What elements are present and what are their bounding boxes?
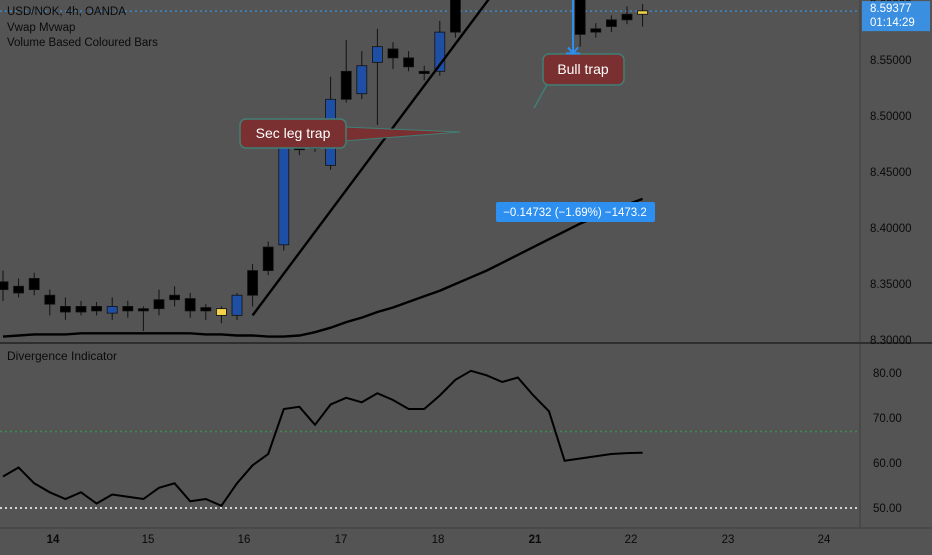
divergence-pane-title[interactable]: Divergence Indicator: [7, 349, 118, 363]
vwap-indicator-legend[interactable]: Vwap Mvwap: [7, 22, 76, 34]
sec-leg-trap-callout[interactable]: [239, 118, 347, 149]
candle-body[interactable]: [449, 0, 461, 33]
candle-body[interactable]: [340, 70, 352, 100]
price-tick-label: 8.45000: [870, 167, 912, 179]
oscillator-tick-label: 80.00: [873, 368, 902, 380]
candle-body[interactable]: [621, 13, 633, 21]
price-tick-label: 8.55000: [870, 55, 912, 67]
time-tick-label: 15: [142, 534, 155, 546]
time-tick-label: 24: [818, 534, 831, 546]
price-tick-label: 8.30000: [870, 335, 912, 347]
candle-body[interactable]: [590, 28, 602, 33]
bull-trap-label: Bull trap: [557, 61, 609, 77]
candle-body[interactable]: [418, 70, 430, 74]
candle-body[interactable]: [606, 19, 617, 27]
sec-leg-trap-label: Sec leg trap: [256, 125, 331, 141]
measure-label: −0.14732 (−1.69%) −1473.2: [503, 207, 647, 219]
measure-label-box[interactable]: [496, 202, 655, 222]
price-tick-label: 8.40000: [870, 223, 912, 235]
candle-body[interactable]: [231, 294, 243, 316]
candle-body[interactable]: [137, 308, 149, 312]
candle-body[interactable]: [637, 10, 648, 15]
time-tick-label: 14: [47, 534, 60, 546]
oscillator-tick-label: 60.00: [873, 458, 902, 470]
sec-leg-trap-pointer: [343, 126, 461, 142]
candle-body[interactable]: [60, 306, 71, 313]
time-tick-label: 18: [432, 534, 445, 546]
candle-body[interactable]: [200, 307, 212, 312]
candle-body[interactable]: [13, 285, 25, 294]
oscillator-tick-label: 70.00: [873, 413, 902, 425]
candle-body[interactable]: [28, 278, 40, 291]
candle-body[interactable]: [169, 294, 181, 301]
symbol-legend[interactable]: USD/NOK, 4h, OANDA: [7, 6, 126, 18]
time-tick-label: 16: [238, 534, 251, 546]
time-tick-label: 21: [529, 534, 542, 546]
candle-body[interactable]: [574, 0, 586, 35]
time-tick-label: 23: [722, 534, 735, 546]
current-price-tag-label: 8.59377: [870, 3, 912, 15]
candles-layer: [0, 0, 648, 332]
candle-body[interactable]: [0, 281, 9, 291]
reference-lines-layer: [0, 10, 860, 12]
time-tick-label: 17: [335, 534, 348, 546]
bull-trap-pointer: [533, 82, 549, 109]
candle-body[interactable]: [387, 48, 399, 59]
candle-body[interactable]: [91, 306, 102, 312]
candle-body[interactable]: [247, 270, 259, 296]
bar-countdown-label: 01:14:29: [870, 17, 915, 29]
candle-body[interactable]: [278, 140, 290, 246]
candle-body[interactable]: [434, 31, 446, 72]
candle-body[interactable]: [106, 306, 118, 314]
drawings-layer: Bull trap Sec leg trap −0.14732 (−1.69%) −…: [239, 0, 655, 317]
price-tick-label: 8.50000: [870, 111, 912, 123]
time-tick-label: 22: [625, 534, 638, 546]
oscillator-layer: [0, 369, 860, 509]
candle-body[interactable]: [122, 306, 134, 312]
axis-labels-layer: 8.900008.850008.800008.750008.700008.650…: [47, 0, 930, 546]
current-price-tag[interactable]: [862, 1, 930, 32]
candle-body[interactable]: [262, 246, 274, 271]
candle-body[interactable]: [75, 306, 87, 313]
candle-body[interactable]: [184, 298, 196, 312]
price-tick-label: 8.35000: [870, 279, 912, 291]
candle-body[interactable]: [44, 294, 56, 305]
divergence-indicator-line[interactable]: [2, 369, 643, 508]
vwap-line[interactable]: [2, 197, 644, 338]
candle-body[interactable]: [403, 57, 415, 68]
bull-trap-callout[interactable]: [542, 53, 625, 86]
trendline[interactable]: [251, 0, 598, 317]
candle-body[interactable]: [356, 65, 368, 95]
candle-body[interactable]: [215, 308, 227, 316]
oscillator-tick-label: 50.00: [873, 503, 902, 515]
candle-body[interactable]: [371, 46, 383, 63]
vwap-layer: [2, 197, 644, 338]
volume-bars-indicator-legend[interactable]: Volume Based Coloured Bars: [7, 37, 158, 49]
price-axis-panel[interactable]: [860, 0, 932, 528]
candle-body[interactable]: [153, 299, 165, 310]
